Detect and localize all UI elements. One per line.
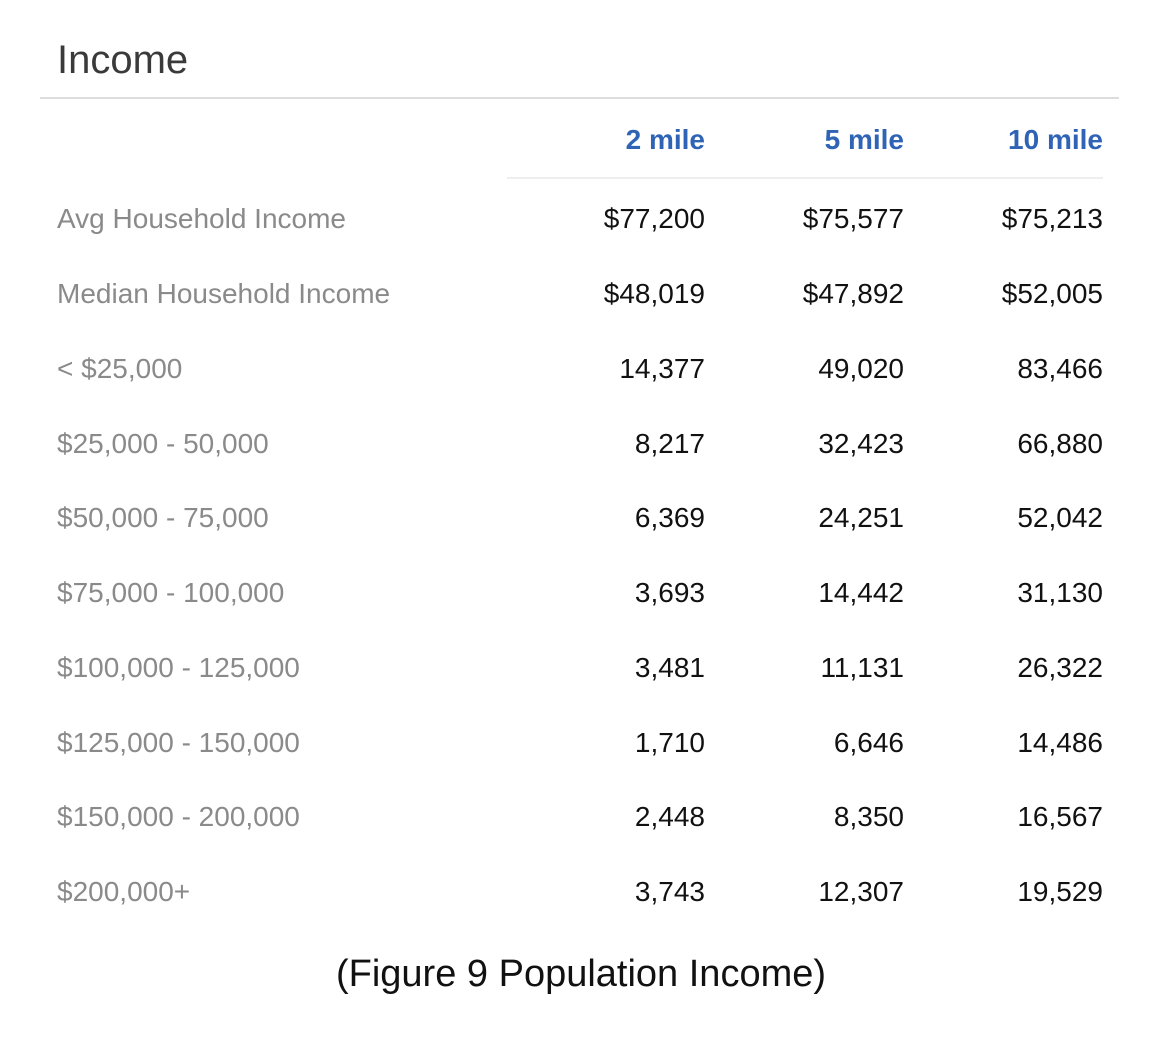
value-5-mile: 49,020 [818,353,904,384]
table-row: $100,000 - 125,000 3,481 11,131 26,322 [0,648,1162,688]
value-5-mile: 24,251 [818,502,904,533]
value-5-mile: 11,131 [820,652,904,683]
section-title: Income [57,38,189,82]
row-label: $50,000 - 75,000 [57,502,269,533]
value-10-mile: 16,567 [1017,801,1103,832]
table-row: < $25,000 14,377 49,020 83,466 [0,349,1162,389]
column-header-2-mile: 2 mile [625,124,705,155]
column-header-10-mile: 10 mile [1008,124,1103,155]
value-10-mile: $52,005 [1001,278,1103,309]
value-10-mile: $75,213 [1001,203,1103,234]
value-2-mile: 1,710 [634,727,705,758]
value-2-mile: 2,448 [634,801,705,832]
table-row: $25,000 - 50,000 8,217 32,423 66,880 [0,424,1162,464]
value-2-mile: 6,369 [634,502,705,533]
title-divider [40,97,1119,99]
value-5-mile: $47,892 [802,278,904,309]
value-10-mile: 26,322 [1017,652,1103,683]
value-5-mile: 6,646 [833,727,904,758]
value-10-mile: 31,130 [1017,577,1103,608]
table-row: $150,000 - 200,000 2,448 8,350 16,567 [0,797,1162,837]
value-2-mile: $77,200 [603,203,705,234]
row-label: < $25,000 [57,353,183,384]
row-label: $125,000 - 150,000 [57,727,300,758]
value-2-mile: 8,217 [634,428,705,459]
row-label: $200,000+ [57,876,191,907]
value-10-mile: 66,880 [1017,428,1103,459]
value-2-mile: 14,377 [619,353,705,384]
value-5-mile: 12,307 [818,876,904,907]
header-divider [507,177,1103,179]
value-5-mile: 14,442 [818,577,904,608]
row-label: Avg Household Income [57,203,346,234]
table-row: $50,000 - 75,000 6,369 24,251 52,042 [0,498,1162,538]
value-2-mile: 3,693 [634,577,705,608]
row-label: Median Household Income [57,278,391,309]
value-5-mile: 8,350 [833,801,904,832]
value-10-mile: 83,466 [1017,353,1103,384]
value-10-mile: 19,529 [1017,876,1103,907]
table-row: $125,000 - 150,000 1,710 6,646 14,486 [0,723,1162,763]
table-row: Median Household Income $48,019 $47,892 … [0,274,1162,314]
value-2-mile: $48,019 [603,278,705,309]
column-header-5-mile: 5 mile [824,124,904,155]
row-label: $75,000 - 100,000 [57,577,285,608]
table-row: Avg Household Income $77,200 $75,577 $75… [0,199,1162,239]
value-10-mile: 52,042 [1017,502,1103,533]
table-row: $200,000+ 3,743 12,307 19,529 [0,872,1162,912]
value-5-mile: $75,577 [802,203,904,234]
value-10-mile: 14,486 [1017,727,1103,758]
value-5-mile: 32,423 [818,428,904,459]
table-row: $75,000 - 100,000 3,693 14,442 31,130 [0,573,1162,613]
value-2-mile: 3,481 [634,652,705,683]
row-label: $25,000 - 50,000 [57,428,269,459]
row-label: $100,000 - 125,000 [57,652,300,683]
row-label: $150,000 - 200,000 [57,801,300,832]
figure-caption: (Figure 9 Population Income) [335,953,827,995]
value-2-mile: 3,743 [634,876,705,907]
